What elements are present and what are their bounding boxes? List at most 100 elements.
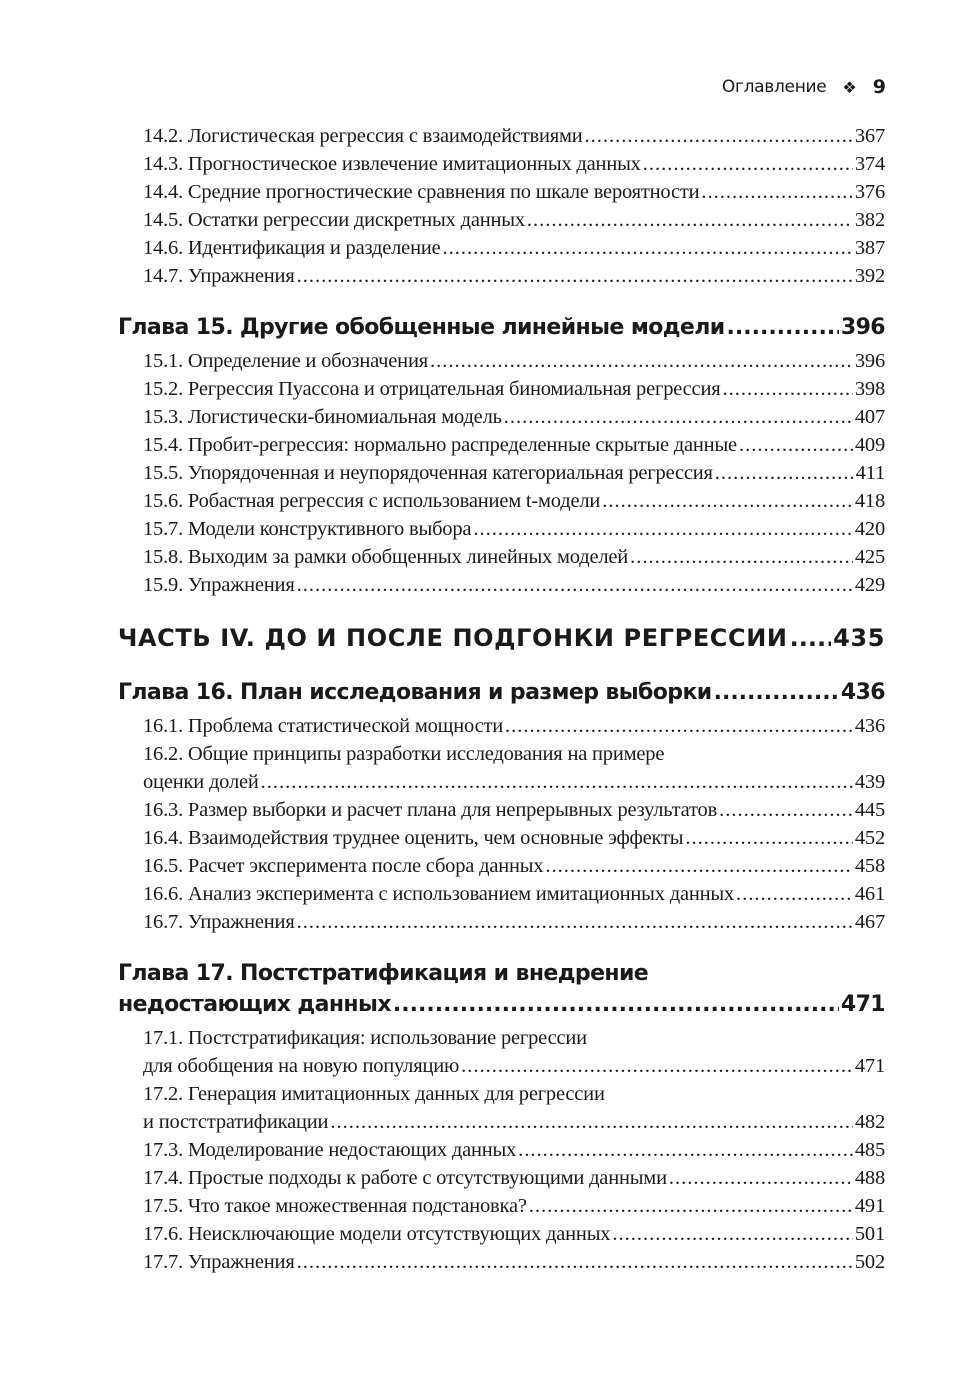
toc-title: 17.6. Неисключающие модели отсутствующих… <box>143 1223 611 1245</box>
toc-title: 16.5. Расчет эксперимента после сбора да… <box>143 855 544 877</box>
toc-title-line1: 17.1. Постстратификация: использование р… <box>143 1027 587 1049</box>
toc-entry: 15.5. Упорядоченная и неупорядоченная ка… <box>118 459 885 487</box>
toc-title: 15.4. Пробит-регрессия: нормально распре… <box>143 434 737 456</box>
dot-leader <box>330 1108 853 1136</box>
toc-row: 16.7. Упражнения 467 <box>143 908 885 936</box>
toc-title: 16.3. Размер выборки и расчет плана для … <box>143 799 718 821</box>
toc-title: 16.7. Упражнения <box>143 911 295 933</box>
toc-row: 17.5. Что такое множественная подстановк… <box>143 1192 885 1220</box>
toc-row: 15.1. Определение и обозначения 396 <box>143 347 885 375</box>
toc-row: 16.1. Проблема статистической мощности 43… <box>143 712 885 740</box>
dot-leader <box>715 459 854 487</box>
toc-page-number: 382 <box>854 209 885 231</box>
toc-entry: 14.4. Средние прогностические сравнения … <box>118 178 885 206</box>
toc-title: 17.5. Что такое множественная подстановк… <box>143 1195 527 1217</box>
dot-leader <box>669 1164 853 1192</box>
toc-row: 16.4. Взаимодействия труднее оценить, че… <box>143 824 885 852</box>
toc-row: и постстратификации 482 <box>143 1108 885 1136</box>
toc-page-number: 488 <box>854 1167 885 1189</box>
dot-leader <box>585 122 853 150</box>
toc-title-line1: 16.2. Общие принципы разработки исследов… <box>143 743 665 765</box>
toc-entry: 14.6. Идентификация и разделение 387 <box>118 234 885 262</box>
toc-page-number: 502 <box>854 1251 885 1273</box>
toc-title: 15.1. Определение и обозначения <box>143 350 428 372</box>
toc-title: 17.3. Моделирование недостающих данных <box>143 1139 517 1161</box>
toc-page-number: 396 <box>854 350 885 372</box>
toc-title: 15.6. Робастная регрессия с использовани… <box>143 490 601 512</box>
toc-title: недостающих данных <box>118 992 392 1017</box>
dot-leader <box>529 1192 853 1220</box>
toc-row: оценки долей 439 <box>143 768 885 796</box>
dot-leader <box>545 852 852 880</box>
dot-leader <box>727 312 839 343</box>
toc-title: для обобщения на новую популяцию <box>143 1055 460 1077</box>
dot-leader <box>612 1220 853 1248</box>
toc-title-line1: Глава 17. Постстратификация и внедрение <box>118 961 649 986</box>
toc-title: 16.4. Взаимодействия труднее оценить, че… <box>143 827 684 849</box>
toc-title: ЧАСТЬ IV. ДО И ПОСЛЕ ПОДГОНКИ РЕГРЕССИИ <box>118 624 788 652</box>
dot-leader <box>643 150 853 178</box>
toc-row: 16.3. Размер выборки и расчет плана для … <box>143 796 885 824</box>
toc-row: 14.4. Средние прогностические сравнения … <box>143 178 885 206</box>
toc-entry: 15.9. Упражнения 429 <box>118 571 885 599</box>
toc-entry: 15.3. Логистически-биномиальная модель 40… <box>118 403 885 431</box>
dot-leader <box>504 403 853 431</box>
dot-leader <box>430 347 853 375</box>
toc-title: 15.3. Логистически-биномиальная модель <box>143 406 502 428</box>
toc-row: 14.2. Логистическая регрессия с взаимоде… <box>143 122 885 150</box>
toc-entry: 14.3. Прогностическое извлечение имитаци… <box>118 150 885 178</box>
toc-entry: 15.7. Модели конструктивного выбора 420 <box>118 515 885 543</box>
toc-page-number: 429 <box>854 574 885 596</box>
toc-title: 14.3. Прогностическое извлечение имитаци… <box>143 153 641 175</box>
dot-leader <box>443 234 853 262</box>
dot-leader <box>393 989 839 1020</box>
toc-title: 15.7. Модели конструктивного выбора <box>143 518 472 540</box>
toc-title: 15.5. Упорядоченная и неупорядоченная ка… <box>143 462 713 484</box>
toc-entry: 17.1. Постстратификация: использование р… <box>118 1024 885 1080</box>
toc-row: 14.3. Прогностическое извлечение имитаци… <box>143 150 885 178</box>
toc-page-number: 458 <box>854 855 885 877</box>
dot-leader <box>297 262 853 290</box>
toc-entry: 17.7. Упражнения 502 <box>118 1248 885 1276</box>
dot-leader <box>736 880 853 908</box>
toc-row: Глава 16. План исследования и размер выб… <box>118 677 886 708</box>
toc-page-number: 461 <box>854 883 885 905</box>
toc-entry: 15.1. Определение и обозначения 396 <box>118 347 885 375</box>
toc-entry: 16.6. Анализ эксперимента с использовани… <box>118 880 885 908</box>
toc-title: 15.9. Упражнения <box>143 574 295 596</box>
toc-row: 15.3. Логистически-биномиальная модель 40… <box>143 403 885 431</box>
toc-title: Глава 16. План исследования и размер выб… <box>118 680 712 705</box>
toc-entry: 17.4. Простые подходы к работе с отсутст… <box>118 1164 885 1192</box>
toc-page-number: 491 <box>854 1195 885 1217</box>
toc-title: Глава 15. Другие обобщенные линейные мод… <box>118 315 725 340</box>
toc-title: 17.7. Упражнения <box>143 1251 295 1273</box>
toc-page-number: 411 <box>855 462 886 484</box>
toc-entry: 14.5. Остатки регрессии дискретных данны… <box>118 206 885 234</box>
toc-entry: 16.7. Упражнения 467 <box>118 908 885 936</box>
toc-entry: 17.6. Неисключающие модели отсутствующих… <box>118 1220 885 1248</box>
dot-leader <box>630 543 853 571</box>
toc-page-number: 452 <box>854 827 885 849</box>
toc-entry: 14.7. Упражнения 392 <box>118 262 885 290</box>
toc-row: 15.8. Выходим за рамки обобщенных линейн… <box>143 543 885 571</box>
toc-row: ЧАСТЬ IV. ДО И ПОСЛЕ ПОДГОНКИ РЕГРЕССИИ 4… <box>118 621 885 655</box>
toc-row: 15.2. Регрессия Пуассона и отрицательная… <box>143 375 885 403</box>
toc-row: 14.7. Упражнения 392 <box>143 262 885 290</box>
toc-page-number: 396 <box>840 315 886 340</box>
toc-entry: 16.1. Проблема статистической мощности 43… <box>118 712 885 740</box>
toc-title: 14.6. Идентификация и разделение <box>143 237 441 259</box>
toc-page-number: 445 <box>854 799 885 821</box>
toc-page-number: 439 <box>854 771 885 793</box>
toc-page-number: 425 <box>854 546 885 568</box>
toc-title: и постстратификации <box>143 1111 329 1133</box>
toc-chapter: Глава 16. План исследования и размер выб… <box>118 677 886 708</box>
toc-row: 15.4. Пробит-регрессия: нормально распре… <box>143 431 885 459</box>
toc-page-number: 482 <box>854 1111 885 1133</box>
toc-chapter: Глава 17. Постстратификация и внедрение н… <box>118 958 886 1020</box>
toc-page-number: 407 <box>854 406 885 428</box>
toc-page-number: 436 <box>854 715 885 737</box>
dot-leader <box>473 515 853 543</box>
running-header: Оглавление ❖ 9 <box>722 76 886 98</box>
dot-leader <box>602 487 853 515</box>
running-header-title: Оглавление <box>721 77 827 97</box>
